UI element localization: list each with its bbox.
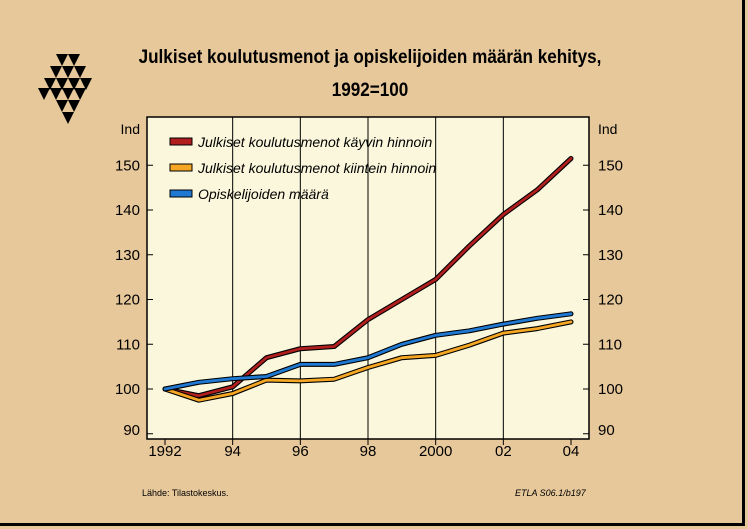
x-tick-label: 98 <box>360 443 377 460</box>
series-line-1 <box>163 320 573 402</box>
y-tick-label-left: 100 <box>115 381 140 398</box>
chart-title: Julkiset koulutusmenot ja opiskelijoiden… <box>138 47 602 68</box>
y-unit-right: Ind <box>598 121 617 137</box>
legend-label-1: Julkiset koulutusmenot kiintein hinnoin <box>197 160 436 176</box>
y-tick-label-left: 120 <box>115 292 140 309</box>
x-tick-label: 94 <box>224 443 241 460</box>
legend-label-2: Opiskelijoiden määrä <box>198 186 329 202</box>
legend-swatch-0 <box>169 137 193 146</box>
y-tick-label-left: 140 <box>115 202 140 219</box>
y-tick-label-right: 130 <box>598 247 623 264</box>
legend-swatch-2 <box>169 189 193 198</box>
y-tick-label-right: 110 <box>598 336 622 353</box>
y-tick-label-left: 110 <box>116 336 140 353</box>
y-tick-label-left: 150 <box>115 157 140 174</box>
source-note: Lähde: Tilastokeskus. <box>142 488 229 498</box>
y-tick-label-right: 140 <box>598 202 623 219</box>
etla-logo-icon <box>38 54 92 124</box>
y-tick-label-right: 150 <box>598 157 623 174</box>
x-tick-label: 02 <box>495 443 512 460</box>
series-line-2 <box>163 312 573 391</box>
y-tick-label-left: 90 <box>123 422 140 439</box>
legend-label-0: Julkiset koulutusmenot käyvin hinnoin <box>197 134 432 150</box>
x-tick-label: 2000 <box>419 443 452 460</box>
chart-code: ETLA S06.1/b197 <box>515 488 586 498</box>
chart-subtitle: 1992=100 <box>331 80 409 101</box>
y-tick-label-right: 120 <box>598 292 623 309</box>
y-tick-label-right: 90 <box>598 422 615 439</box>
legend-swatch-1 <box>169 163 193 172</box>
y-tick-label-left: 130 <box>115 247 140 264</box>
x-tick-label: 96 <box>292 443 309 460</box>
y-unit-left: Ind <box>121 121 140 137</box>
y-tick-label-right: 100 <box>598 381 623 398</box>
x-tick-label: 04 <box>563 443 580 460</box>
x-tick-label: 1992 <box>148 443 181 460</box>
series-line-0 <box>163 157 573 398</box>
